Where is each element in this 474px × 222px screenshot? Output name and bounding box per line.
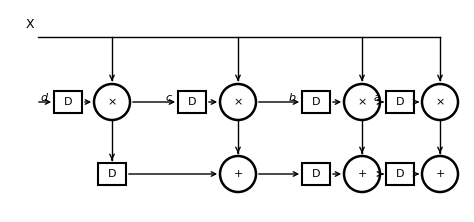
- Text: D: D: [64, 97, 72, 107]
- Text: D: D: [312, 169, 320, 179]
- Ellipse shape: [220, 156, 256, 192]
- Bar: [386, 91, 414, 113]
- Ellipse shape: [344, 84, 380, 120]
- Text: D: D: [312, 97, 320, 107]
- Text: +: +: [435, 169, 445, 179]
- Bar: [178, 91, 206, 113]
- Text: +: +: [357, 169, 367, 179]
- Text: d: d: [41, 93, 48, 103]
- Text: X: X: [26, 18, 34, 31]
- Text: a: a: [373, 93, 380, 103]
- Text: c: c: [166, 93, 172, 103]
- Ellipse shape: [94, 84, 130, 120]
- Text: ×: ×: [107, 97, 117, 107]
- Text: D: D: [396, 169, 404, 179]
- Text: +: +: [233, 169, 243, 179]
- Text: ×: ×: [233, 97, 243, 107]
- Ellipse shape: [422, 84, 458, 120]
- Ellipse shape: [422, 156, 458, 192]
- Text: ×: ×: [357, 97, 367, 107]
- Bar: [98, 163, 126, 185]
- Ellipse shape: [220, 84, 256, 120]
- Bar: [302, 91, 330, 113]
- Text: ×: ×: [435, 97, 445, 107]
- Text: b: b: [289, 93, 296, 103]
- Text: D: D: [108, 169, 116, 179]
- Bar: [386, 163, 414, 185]
- Bar: [302, 163, 330, 185]
- Ellipse shape: [344, 156, 380, 192]
- Text: D: D: [188, 97, 196, 107]
- Text: D: D: [396, 97, 404, 107]
- Bar: [54, 91, 82, 113]
